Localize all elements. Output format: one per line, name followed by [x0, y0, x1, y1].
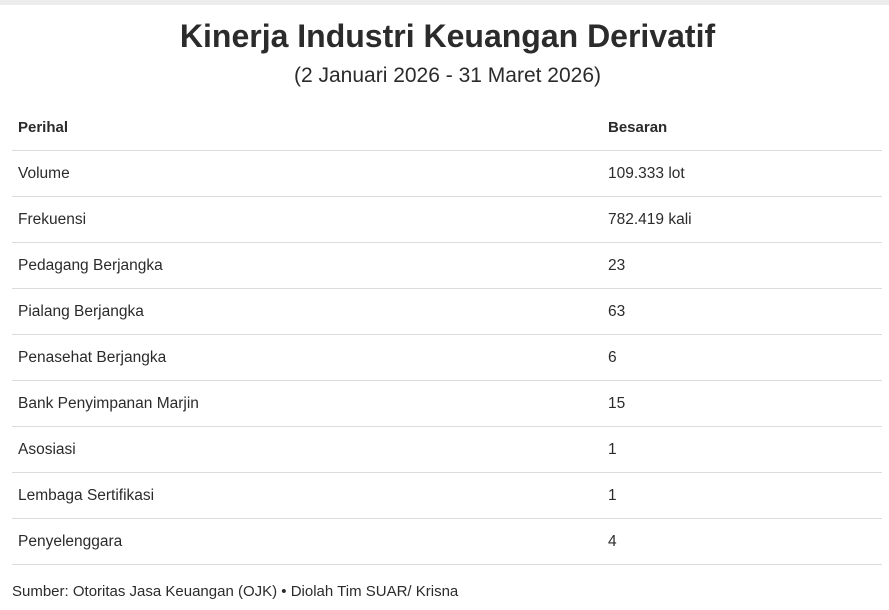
row-value: 109.333 lot: [608, 165, 685, 182]
table-row: Penyelenggara 4: [12, 519, 882, 565]
row-label: Asosiasi: [18, 441, 76, 458]
table-row: Pialang Berjangka 63: [12, 289, 882, 335]
row-label: Lembaga Sertifikasi: [18, 487, 155, 504]
data-table: Perihal Besaran Volume 109.333 lot Freku…: [12, 105, 882, 565]
table-row: Asosiasi 1: [12, 427, 882, 473]
table-row: Volume 109.333 lot: [12, 151, 882, 197]
row-value: 4: [608, 533, 617, 550]
source-note: Sumber: Otoritas Jasa Keuangan (OJK) • D…: [12, 583, 459, 600]
column-header-perihal: Perihal: [18, 119, 69, 136]
row-label: Pialang Berjangka: [18, 303, 144, 320]
table-row: Lembaga Sertifikasi 1: [12, 473, 882, 519]
row-value: 1: [608, 487, 617, 504]
row-label: Volume: [18, 165, 70, 182]
row-label: Penasehat Berjangka: [18, 349, 167, 366]
row-value: 782.419 kali: [608, 211, 692, 228]
row-label: Frekuensi: [18, 211, 87, 228]
row-label: Pedagang Berjangka: [18, 257, 163, 274]
table-row: Pedagang Berjangka 23: [12, 243, 882, 289]
table-row: Bank Penyimpanan Marjin 15: [12, 381, 882, 427]
page-title: Kinerja Industri Keuangan Derivatif: [179, 18, 716, 54]
row-value: 1: [608, 441, 617, 458]
row-label: Penyelenggara: [18, 533, 123, 550]
row-value: 15: [608, 395, 626, 412]
top-strip: [0, 0, 889, 5]
row-label: Bank Penyimpanan Marjin: [18, 395, 199, 412]
page-subtitle: (2 Januari 2026 - 31 Maret 2026): [293, 64, 601, 87]
row-value: 23: [608, 257, 626, 274]
table-header-row: Perihal Besaran: [12, 105, 882, 151]
table-row: Frekuensi 782.419 kali: [12, 197, 882, 243]
row-value: 6: [608, 349, 617, 366]
row-value: 63: [608, 303, 626, 320]
table-row: Penasehat Berjangka 6: [12, 335, 882, 381]
column-header-besaran: Besaran: [608, 119, 668, 136]
